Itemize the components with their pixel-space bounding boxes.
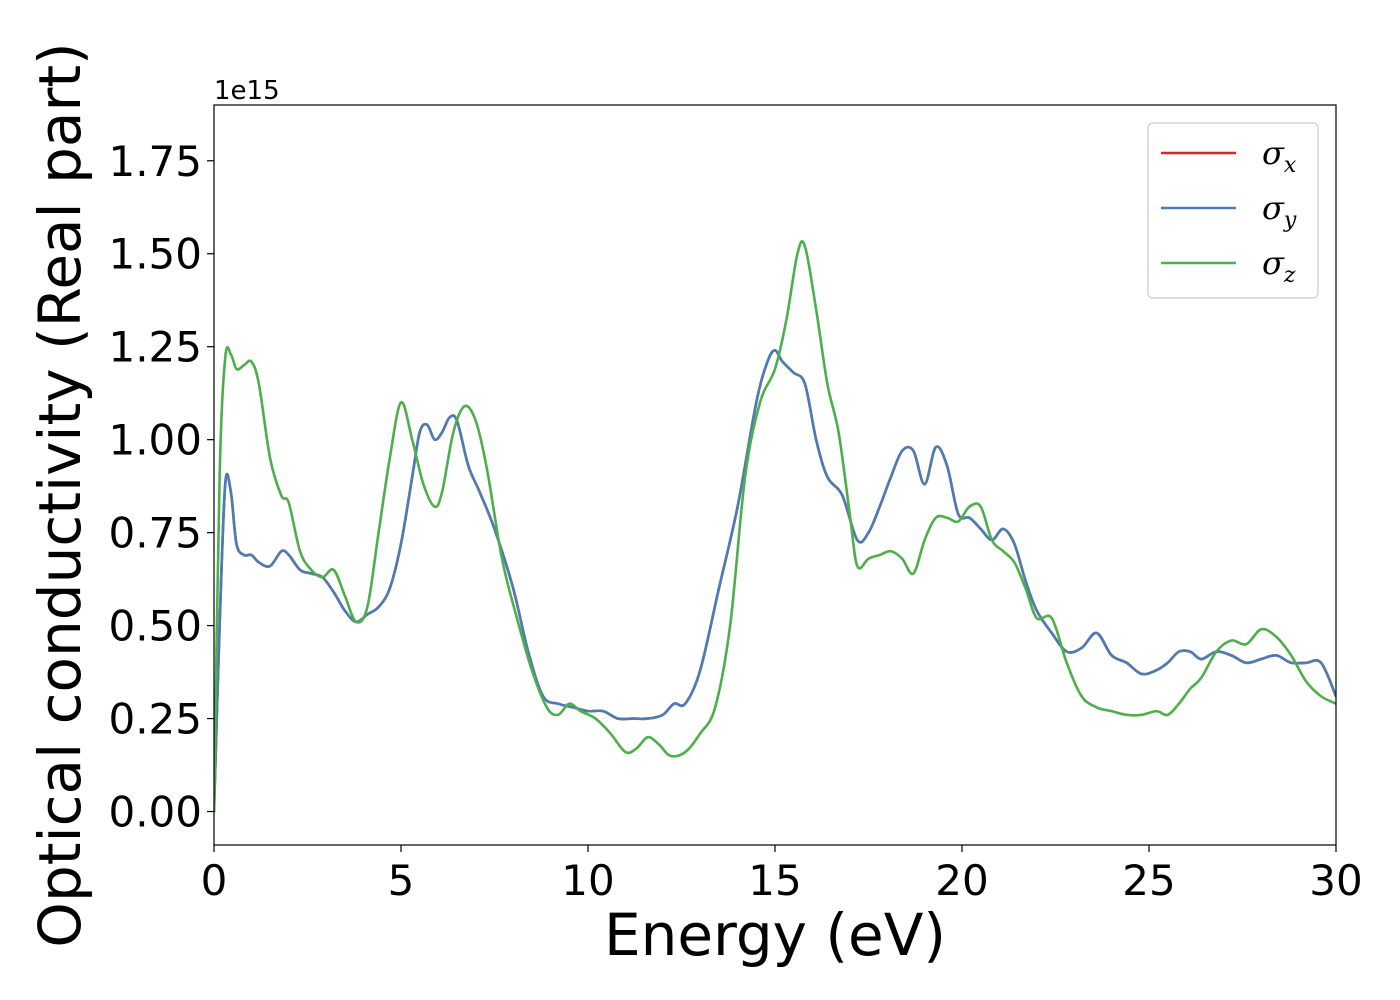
series-layer xyxy=(214,240,1336,813)
x-axis: 0 5 10 15 20 25 30 xyxy=(201,845,1363,905)
legend-box xyxy=(1147,122,1319,299)
y-tick-label: 1.50 xyxy=(108,230,202,279)
y-tick-label: 0.00 xyxy=(108,788,202,837)
series-line-z xyxy=(214,240,1336,813)
legend: σx σy σz xyxy=(1147,122,1319,299)
y-tick-label: 1.25 xyxy=(108,323,202,372)
x-tick-label: 10 xyxy=(561,856,614,905)
x-tick-label: 25 xyxy=(1122,856,1175,905)
series-line-y xyxy=(214,349,1336,813)
y-offset-label: 1e15 xyxy=(214,76,280,106)
y-tick-label: 0.50 xyxy=(108,602,202,651)
y-axis: 0.00 0.25 0.50 0.75 1.00 1.25 1.50 1.75 xyxy=(108,137,214,837)
x-tick-label: 5 xyxy=(388,856,415,905)
y-tick-label: 1.75 xyxy=(108,137,202,186)
legend-label-x: σx xyxy=(1262,134,1297,178)
legend-label-z: σz xyxy=(1262,244,1296,288)
x-tick-label: 20 xyxy=(935,856,988,905)
y-tick-label: 0.75 xyxy=(108,509,202,558)
y-tick-label: 1.00 xyxy=(108,416,202,465)
x-tick-label: 15 xyxy=(748,856,801,905)
y-tick-label: 0.25 xyxy=(108,695,202,744)
x-tick-label: 30 xyxy=(1309,856,1362,905)
x-tick-label: 0 xyxy=(201,856,228,905)
y-axis-title: Optical conductivity (Real part) xyxy=(26,42,94,947)
legend-label-y: σy xyxy=(1262,189,1297,233)
x-axis-title: Energy (eV) xyxy=(604,901,946,969)
